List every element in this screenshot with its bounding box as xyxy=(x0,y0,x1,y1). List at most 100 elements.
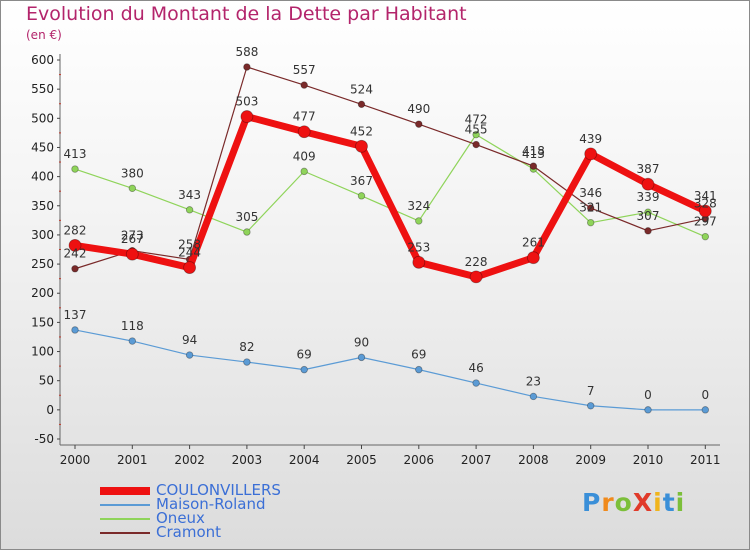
legend-label: Oneux xyxy=(156,509,205,527)
data-label-coulonvillers-2007: 228 xyxy=(465,255,488,269)
legend-swatch xyxy=(100,518,150,520)
data-label-cramont-2002: 258 xyxy=(178,237,201,251)
data-label-coulonvillers-2001: 267 xyxy=(121,232,144,246)
x-tick-label-2: 2002 xyxy=(174,453,205,467)
data-point-coulonvillers-2004 xyxy=(297,125,311,139)
data-label-cramont-2009: 346 xyxy=(579,186,602,200)
y-tick-label-0: -50 xyxy=(34,432,54,446)
data-label-oneux-2009: 321 xyxy=(579,201,602,215)
data-point-oneux-2003 xyxy=(243,228,251,236)
data-point-oneux-2005 xyxy=(357,192,366,200)
data-label-cramont-2004: 557 xyxy=(293,63,316,77)
logo-letter: i xyxy=(675,488,686,517)
x-tick-label-5: 2005 xyxy=(346,453,377,467)
data-label-cramont-2006: 490 xyxy=(407,102,430,116)
data-label-maison-roland-2000: 137 xyxy=(64,308,87,322)
data-point-oneux-2009 xyxy=(587,218,595,227)
data-label-cramont-2011: 328 xyxy=(694,197,717,211)
y-tick-label-3: 100 xyxy=(31,345,54,359)
data-point-maison-roland-2006 xyxy=(415,365,423,374)
data-label-maison-roland-2008: 23 xyxy=(526,374,541,388)
legend-item-maison-roland: Maison-Roland xyxy=(100,496,360,512)
data-point-coulonvillers-2010 xyxy=(641,177,655,191)
y-tick-label-13: 600 xyxy=(31,53,54,67)
legend-swatch xyxy=(100,532,150,534)
data-label-oneux-2011: 297 xyxy=(694,215,717,229)
data-point-cramont-2005 xyxy=(357,100,366,109)
data-point-maison-roland-2008 xyxy=(529,392,538,401)
y-unit-label: (en €) xyxy=(26,28,62,42)
y-tick-label-11: 500 xyxy=(31,111,54,125)
proxiti-logo: ProXiti xyxy=(582,488,685,517)
x-tick-label-6: 2006 xyxy=(404,453,435,467)
data-label-oneux-2002: 343 xyxy=(178,188,201,202)
data-point-oneux-2004 xyxy=(300,167,308,176)
data-label-oneux-2005: 367 xyxy=(350,174,373,188)
data-point-coulonvillers-2008 xyxy=(527,251,540,265)
legend-swatch xyxy=(100,504,150,506)
data-point-maison-roland-2011 xyxy=(701,406,709,414)
data-label-coulonvillers-2003: 503 xyxy=(235,95,258,109)
data-label-maison-roland-2009: 7 xyxy=(587,384,595,398)
x-tick-label-7: 2007 xyxy=(461,453,492,467)
logo-letter: X xyxy=(632,488,654,517)
legend-item-coulonvillers: COULONVILLERS xyxy=(100,481,360,499)
series-line-coulonvillers xyxy=(74,113,707,281)
x-tick-label-8: 2008 xyxy=(518,453,549,467)
data-point-oneux-2006 xyxy=(415,217,423,225)
data-label-oneux-2008: 413 xyxy=(522,147,545,161)
data-point-maison-roland-2009 xyxy=(587,402,595,410)
legend-label: COULONVILLERS xyxy=(156,481,281,499)
data-label-coulonvillers-2011: 341 xyxy=(694,189,717,203)
y-tick-label-2: 50 xyxy=(39,374,54,388)
data-point-maison-roland-2002 xyxy=(185,351,194,359)
data-label-coulonvillers-2008: 261 xyxy=(522,236,545,250)
data-label-oneux-2004: 409 xyxy=(293,149,316,163)
series-line-maison-roland xyxy=(74,329,706,411)
legend-swatch xyxy=(100,487,150,495)
data-label-coulonvillers-2005: 452 xyxy=(350,124,373,138)
data-label-cramont-2003: 588 xyxy=(235,45,258,59)
data-point-coulonvillers-2009 xyxy=(584,147,598,161)
data-point-oneux-2010 xyxy=(644,208,652,216)
logo-letter: t xyxy=(662,488,676,517)
data-point-maison-roland-2005 xyxy=(357,353,366,362)
series-line-oneux xyxy=(74,134,706,238)
series-line-cramont xyxy=(74,66,706,270)
y-tick-label-7: 300 xyxy=(31,228,54,242)
data-label-oneux-2010: 339 xyxy=(637,190,660,204)
data-point-maison-roland-2001 xyxy=(128,337,136,345)
chart-title: Evolution du Montant de la Dette par Hab… xyxy=(26,3,467,25)
y-tick-label-9: 400 xyxy=(31,170,54,184)
x-tick-label-9: 2009 xyxy=(575,453,606,467)
data-point-coulonvillers-2011 xyxy=(698,204,712,218)
data-label-cramont-2000: 242 xyxy=(64,247,87,261)
y-tick-label-1: 0 xyxy=(46,403,54,417)
data-point-maison-roland-2007 xyxy=(472,379,480,387)
data-label-oneux-2007: 472 xyxy=(465,113,488,127)
data-label-cramont-2005: 524 xyxy=(350,82,373,96)
data-label-maison-roland-2004: 69 xyxy=(297,348,312,362)
data-point-cramont-2007 xyxy=(472,140,480,149)
data-point-coulonvillers-2007 xyxy=(469,270,483,284)
data-label-maison-roland-2003: 82 xyxy=(239,340,254,354)
x-tick-label-11: 2011 xyxy=(690,453,721,467)
data-point-coulonvillers-2005 xyxy=(355,139,368,153)
data-point-maison-roland-2000 xyxy=(71,326,79,334)
data-point-maison-roland-2004 xyxy=(300,365,308,374)
x-tick-label-4: 2004 xyxy=(289,453,320,467)
data-label-coulonvillers-2004: 477 xyxy=(293,110,316,124)
data-point-cramont-2010 xyxy=(644,227,652,235)
data-label-cramont-2008: 418 xyxy=(522,144,545,158)
data-point-cramont-2009 xyxy=(587,204,595,212)
x-tick-label-0: 2000 xyxy=(60,453,91,467)
y-tick-label-12: 550 xyxy=(31,82,54,96)
data-point-coulonvillers-2001 xyxy=(125,247,139,261)
y-tick-label-5: 200 xyxy=(31,286,54,300)
data-point-cramont-2003 xyxy=(243,63,251,71)
data-label-maison-roland-2011: 0 xyxy=(701,388,709,402)
data-point-coulonvillers-2002 xyxy=(183,261,197,274)
logo-letter: o xyxy=(614,488,633,517)
